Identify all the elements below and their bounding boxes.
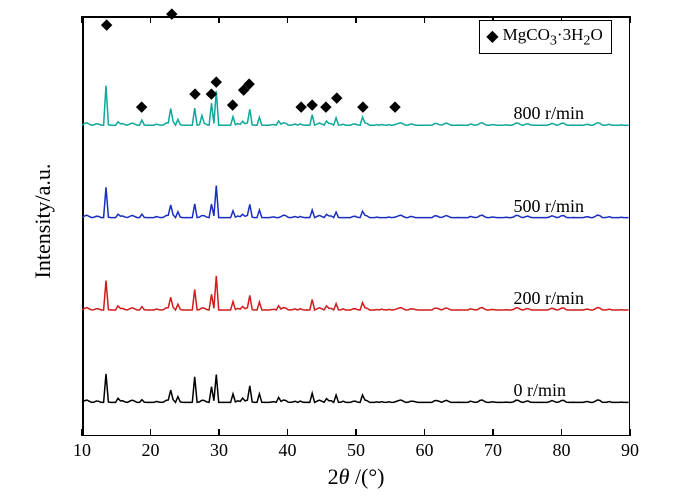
x-tick-label: 20 bbox=[136, 440, 166, 461]
peak-marker-diamond-icon: ◆ bbox=[320, 100, 332, 115]
x-tick-label: 50 bbox=[341, 440, 371, 461]
peak-marker-diamond-icon: ◆ bbox=[243, 77, 255, 92]
peak-marker-diamond-icon: ◆ bbox=[306, 98, 318, 113]
x-axis-title: 2θ /(°) bbox=[306, 464, 406, 490]
legend-text: MgCO3·3H2O bbox=[503, 25, 603, 49]
series-label: 800 r/min bbox=[514, 103, 585, 124]
peak-marker-diamond-icon: ◆ bbox=[331, 91, 343, 106]
plot-area bbox=[82, 16, 630, 436]
y-axis-title: Intensity/a.u. bbox=[30, 146, 56, 296]
peak-marker-diamond-icon: ◆ bbox=[166, 7, 178, 22]
peak-marker-diamond-icon: ◆ bbox=[210, 75, 222, 90]
peak-marker-diamond-icon: ◆ bbox=[295, 100, 307, 115]
x-tick-label: 30 bbox=[204, 440, 234, 461]
x-tick-label: 10 bbox=[67, 440, 97, 461]
legend-box: ◆ MgCO3·3H2O bbox=[479, 20, 611, 54]
peak-marker-diamond-icon: ◆ bbox=[227, 98, 239, 113]
x-tick-label: 40 bbox=[273, 440, 303, 461]
series-label: 500 r/min bbox=[514, 196, 585, 217]
peak-marker-diamond-icon: ◆ bbox=[389, 100, 401, 115]
x-tick-label: 70 bbox=[478, 440, 508, 461]
x-tick-label: 60 bbox=[410, 440, 440, 461]
series-label: 200 r/min bbox=[514, 288, 585, 309]
xrd-figure: Intensity/a.u. 2θ /(°) ◆ MgCO3·3H2O 10 20… bbox=[0, 0, 700, 500]
peak-marker-diamond-icon: ◆ bbox=[101, 18, 113, 33]
diamond-icon: ◆ bbox=[486, 29, 498, 45]
peak-marker-diamond-icon: ◆ bbox=[189, 87, 201, 102]
peak-marker-diamond-icon: ◆ bbox=[357, 100, 369, 115]
peak-marker-diamond-icon: ◆ bbox=[136, 100, 148, 115]
series-label: 0 r/min bbox=[514, 380, 567, 401]
patterns-svg bbox=[82, 16, 630, 436]
x-tick-label: 80 bbox=[547, 440, 577, 461]
x-tick-label: 90 bbox=[615, 440, 645, 461]
